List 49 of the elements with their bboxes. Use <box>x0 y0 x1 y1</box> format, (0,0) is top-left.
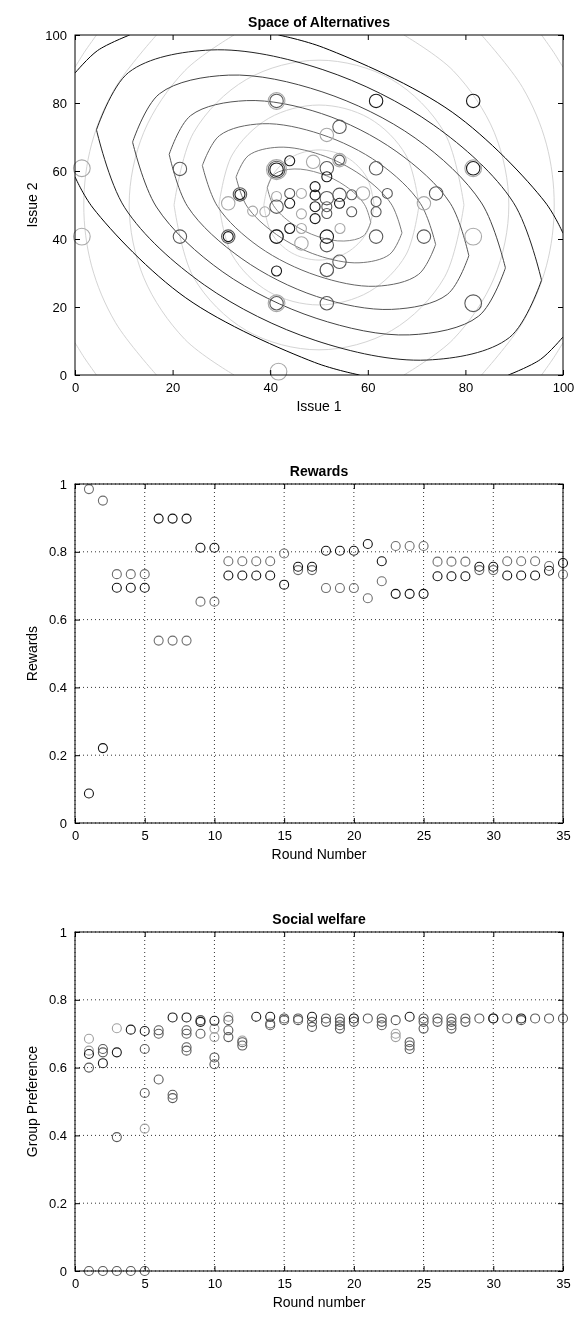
y-tick-label: 0.6 <box>48 612 67 628</box>
y-tick-label: 0.8 <box>48 992 67 1008</box>
x-tick-label: 35 <box>556 1276 571 1292</box>
y-tick-label: 0.4 <box>48 680 67 696</box>
y-tick-label: 0.4 <box>48 1128 67 1144</box>
chart-title: Social welfare <box>272 911 366 927</box>
y-tick-label: 20 <box>52 299 67 315</box>
y-tick-label: 0.2 <box>48 1195 67 1211</box>
y-tick-label: 1 <box>59 476 67 492</box>
y-tick-label: 0.6 <box>48 1060 67 1076</box>
x-tick-label: 5 <box>141 828 149 844</box>
y-tick-label: 40 <box>52 231 67 247</box>
y-axis-title: Issue 2 <box>24 182 40 228</box>
x-tick-label: 10 <box>207 1276 223 1292</box>
y-tick-label: 80 <box>52 95 67 111</box>
x-tick-label: 20 <box>347 828 362 844</box>
x-tick-label: 60 <box>361 380 376 396</box>
x-tick-label: 30 <box>486 828 502 844</box>
x-tick-label: 30 <box>486 1276 502 1292</box>
y-tick-label: 0 <box>59 367 67 383</box>
x-tick-label: 5 <box>141 1276 149 1292</box>
chart-title: Space of Alternatives <box>248 14 391 30</box>
y-tick-label: 1 <box>59 924 67 940</box>
x-tick-label: 20 <box>165 380 181 396</box>
y-axis-title: Group Preference <box>24 1045 40 1158</box>
y-tick-label: 0.2 <box>48 747 67 763</box>
x-tick-label: 25 <box>416 1276 432 1292</box>
x-tick-label: 15 <box>277 1276 292 1292</box>
y-tick-label: 60 <box>52 163 67 179</box>
y-tick-label: 0 <box>59 1263 67 1279</box>
x-tick-label: 40 <box>263 380 278 396</box>
y-axis-title: Rewards <box>24 625 40 682</box>
x-tick-label: 20 <box>347 1276 362 1292</box>
y-tick-label: 0.8 <box>48 544 67 560</box>
y-tick-label: 100 <box>45 27 67 43</box>
x-axis-title: Issue 1 <box>296 398 342 414</box>
x-tick-label: 10 <box>207 828 223 844</box>
x-tick-label: 15 <box>277 828 292 844</box>
x-tick-label: 80 <box>458 380 474 396</box>
x-tick-label: 100 <box>552 380 575 396</box>
y-tick-label: 0 <box>59 815 67 831</box>
x-axis-title: Round Number <box>271 846 367 862</box>
x-tick-label: 35 <box>556 828 571 844</box>
x-axis-title: Round number <box>272 1294 366 1310</box>
x-tick-label: 0 <box>71 1276 80 1292</box>
x-tick-label: 0 <box>71 828 80 844</box>
x-tick-label: 25 <box>416 828 432 844</box>
chart-title: Rewards <box>289 463 349 479</box>
x-tick-label: 0 <box>71 380 80 396</box>
